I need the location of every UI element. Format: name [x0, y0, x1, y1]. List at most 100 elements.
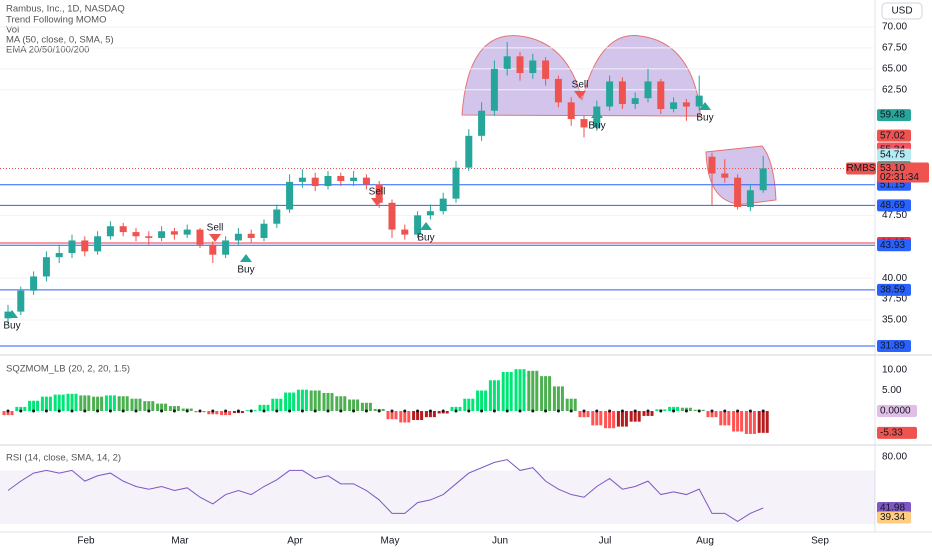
candle-body	[478, 110, 486, 136]
squeeze-dot	[441, 409, 445, 413]
momentum-bar	[322, 392, 326, 411]
candle-body	[426, 211, 434, 216]
squeeze-dot	[57, 409, 61, 413]
momentum-bar	[232, 411, 236, 414]
squeeze-dot	[236, 409, 240, 413]
price-tag-label: 31.89	[880, 341, 905, 352]
momentum-bar	[616, 411, 620, 427]
momentum-bar	[360, 402, 364, 411]
momentum-bar	[44, 396, 48, 411]
momentum-bar	[57, 394, 61, 411]
pane-title: SQZMOM_LB (20, 2, 20, 1.5)	[6, 364, 130, 375]
momentum-bar	[595, 411, 599, 426]
candle-body	[55, 253, 63, 258]
candle-body	[17, 290, 25, 312]
momentum-bar	[271, 398, 275, 411]
momentum-bar	[330, 392, 334, 411]
momentum-bar	[710, 411, 714, 418]
momentum-bar	[160, 403, 164, 411]
sell-arrow	[574, 91, 586, 99]
momentum-bar	[121, 396, 125, 411]
momentum-bar	[343, 396, 347, 411]
momentum-bar	[368, 402, 372, 411]
momentum-bar	[403, 411, 407, 423]
momentum-bar	[32, 400, 36, 411]
momentum-bar	[70, 393, 74, 411]
momentum-bar	[279, 398, 283, 411]
momentum-bar	[317, 390, 321, 411]
momentum-bar	[706, 411, 710, 418]
momentum-bar	[484, 390, 488, 411]
squeeze-dot	[44, 409, 48, 413]
time-label: May	[381, 536, 400, 547]
momentum-bar	[266, 404, 270, 411]
rsi-tag	[877, 501, 911, 514]
momentum-bar	[650, 411, 654, 416]
buy-arrow	[699, 102, 711, 110]
indicator-legend: Trend Following MOMO	[6, 15, 106, 26]
momentum-bar	[28, 400, 32, 411]
candle-body	[746, 190, 754, 207]
squeeze-dot	[454, 409, 458, 413]
squeeze-dot	[544, 409, 548, 413]
squeeze-dot	[569, 409, 573, 413]
momentum-bar	[518, 369, 522, 411]
momentum-bar	[108, 395, 112, 411]
candle-body	[42, 257, 50, 277]
momentum-bar	[48, 396, 52, 411]
pattern-shape	[705, 145, 777, 205]
candle-body	[580, 119, 588, 128]
momentum-bar	[668, 406, 672, 411]
pane-title: RSI (14, close, SMA, 14, 2)	[6, 453, 121, 464]
sqz-tick-label: 5.00	[882, 385, 902, 396]
momentum-bar	[143, 401, 147, 411]
momentum-bar	[61, 394, 65, 411]
momentum-bar	[309, 390, 313, 411]
candle-body	[260, 223, 268, 238]
momentum-bar	[66, 393, 70, 411]
price-tick-label: 47.50	[882, 210, 907, 221]
currency-button[interactable]	[881, 2, 923, 20]
momentum-bar	[655, 409, 659, 411]
momentum-bar	[138, 398, 142, 411]
momentum-bar	[761, 411, 765, 433]
candle-body	[222, 240, 230, 255]
momentum-bar	[240, 411, 244, 414]
momentum-bar	[194, 411, 198, 413]
buy-arrow	[6, 310, 18, 318]
momentum-bar	[348, 399, 352, 411]
price-tag	[877, 199, 911, 212]
momentum-bar	[189, 408, 193, 411]
momentum-bar	[2, 411, 6, 416]
price-tick-label: 62.50	[882, 84, 907, 95]
momentum-bar	[15, 406, 19, 411]
squeeze-dot	[364, 409, 368, 413]
squeeze-dot	[275, 409, 279, 413]
momentum-bar	[356, 399, 360, 411]
momentum-bar	[373, 408, 377, 411]
momentum-bar	[684, 407, 688, 411]
squeeze-dot	[390, 409, 394, 413]
signal-label: Buy	[417, 233, 434, 244]
momentum-bar	[578, 411, 582, 418]
squeeze-dot	[595, 409, 599, 413]
currency-label[interactable]: USD	[891, 6, 912, 17]
momentum-bar	[412, 411, 416, 421]
squeeze-dot	[467, 409, 471, 413]
time-label: Mar	[171, 536, 189, 547]
squeeze-dot	[147, 409, 151, 413]
candle-body	[81, 240, 89, 252]
momentum-bar	[313, 390, 317, 411]
momentum-bar	[740, 411, 744, 432]
squeeze-dot	[518, 409, 522, 413]
candle-body	[234, 233, 242, 241]
candle-body	[311, 177, 319, 187]
candle-body	[273, 209, 281, 224]
indicator-legend: Vol	[6, 25, 19, 36]
symbol-tag-label: RMBS	[847, 163, 876, 174]
momentum-bar	[719, 411, 723, 426]
time-label: Jul	[599, 536, 612, 547]
squeeze-dot	[620, 409, 624, 413]
